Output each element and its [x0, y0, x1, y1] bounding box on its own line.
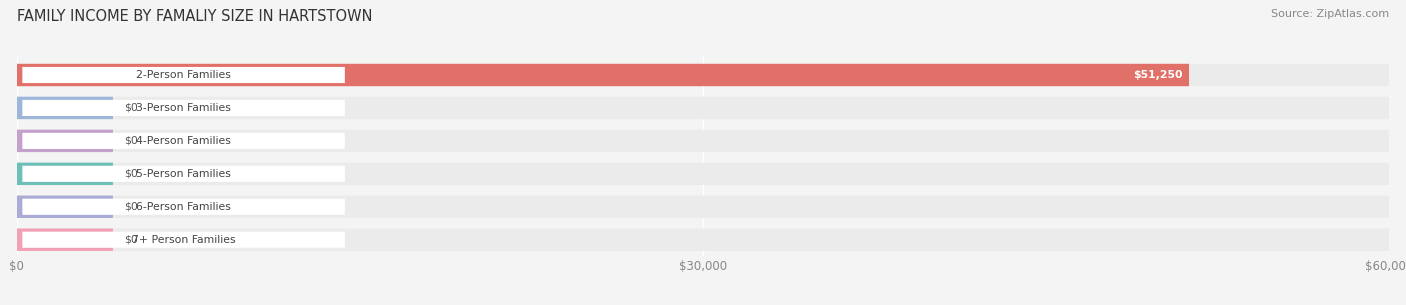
FancyBboxPatch shape	[17, 196, 1389, 218]
Text: Source: ZipAtlas.com: Source: ZipAtlas.com	[1271, 9, 1389, 19]
Text: 7+ Person Families: 7+ Person Families	[132, 235, 235, 245]
Text: 4-Person Families: 4-Person Families	[136, 136, 231, 146]
Text: FAMILY INCOME BY FAMALIY SIZE IN HARTSTOWN: FAMILY INCOME BY FAMALIY SIZE IN HARTSTO…	[17, 9, 373, 24]
FancyBboxPatch shape	[17, 130, 1389, 152]
Text: $0: $0	[124, 169, 138, 179]
Text: $0: $0	[124, 136, 138, 146]
FancyBboxPatch shape	[17, 64, 1389, 86]
FancyBboxPatch shape	[22, 100, 344, 116]
Text: 3-Person Families: 3-Person Families	[136, 103, 231, 113]
FancyBboxPatch shape	[17, 163, 1389, 185]
Text: $0: $0	[124, 235, 138, 245]
Text: 6-Person Families: 6-Person Families	[136, 202, 231, 212]
Text: $0: $0	[124, 202, 138, 212]
FancyBboxPatch shape	[22, 133, 344, 149]
FancyBboxPatch shape	[17, 228, 112, 251]
Text: 5-Person Families: 5-Person Families	[136, 169, 231, 179]
FancyBboxPatch shape	[17, 97, 1389, 119]
FancyBboxPatch shape	[17, 163, 112, 185]
Text: 2-Person Families: 2-Person Families	[136, 70, 231, 80]
FancyBboxPatch shape	[17, 64, 1189, 86]
FancyBboxPatch shape	[22, 166, 344, 182]
FancyBboxPatch shape	[17, 228, 1389, 251]
Text: $0: $0	[124, 103, 138, 113]
FancyBboxPatch shape	[22, 232, 344, 248]
FancyBboxPatch shape	[22, 199, 344, 215]
FancyBboxPatch shape	[17, 130, 112, 152]
FancyBboxPatch shape	[22, 67, 344, 83]
FancyBboxPatch shape	[17, 97, 112, 119]
FancyBboxPatch shape	[17, 196, 112, 218]
Text: $51,250: $51,250	[1133, 70, 1182, 80]
